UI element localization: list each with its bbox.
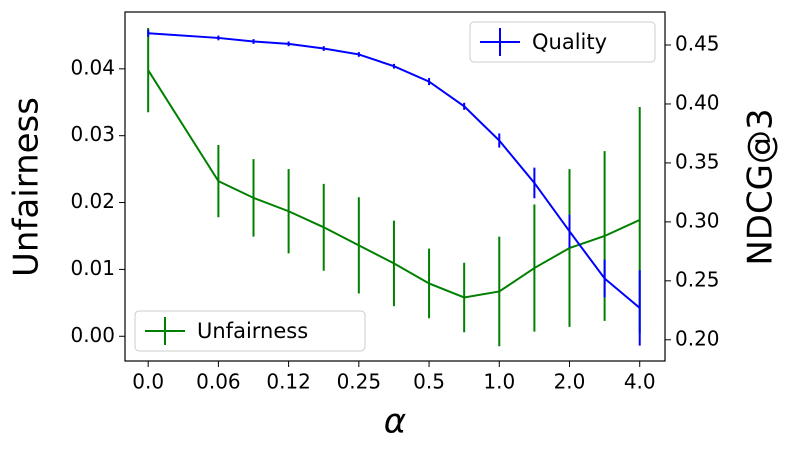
x-tick-label: 0.06 [196,370,241,394]
plot-frame [124,11,666,362]
x-tick-label: 2.0 [554,370,586,394]
y-tick-label: 0.01 [70,256,115,280]
series-line [147,69,641,299]
legend-label: Quality [532,30,607,54]
x-tick-label: 1.0 [483,370,515,394]
y2-tick-label: 0.40 [675,90,720,114]
legend-box [469,21,656,63]
legend-box [134,310,366,352]
x-tick-label: 0.12 [266,370,311,394]
y-axis-label: Unfairness [7,97,47,277]
y-tick-label: 0.02 [70,189,115,213]
series-line [148,32,641,309]
y2-tick-label: 0.30 [675,208,720,232]
y2-tick-label: 0.35 [675,149,720,173]
y-tick-label: 0.03 [70,122,115,146]
y2-tick-label: 0.25 [675,267,720,291]
y2-tick-label: 0.45 [675,32,720,56]
y2-tick-label: 0.20 [675,326,720,350]
x-tick-label: 4.0 [624,370,656,394]
x-tick-label: 0.0 [132,370,164,394]
y-tick-label: 0.04 [70,55,115,79]
legend-label: Unfairness [197,319,308,343]
y2-axis-label: NDCG@3 [741,108,781,265]
y-tick-label: 0.00 [70,323,115,347]
x-axis-label: α [384,402,406,442]
x-tick-label: 0.5 [413,370,445,394]
x-tick-label: 0.25 [337,370,382,394]
